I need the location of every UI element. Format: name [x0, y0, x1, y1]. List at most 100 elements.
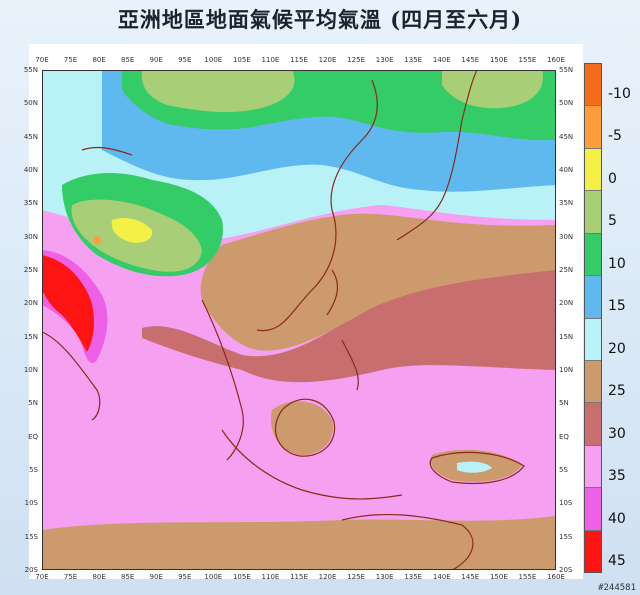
lon-tick-bottom: 130E	[375, 573, 394, 581]
band-0-5-north	[141, 70, 295, 113]
legend-swatch	[585, 488, 601, 531]
lon-tick-top: 130E	[375, 56, 394, 64]
lon-tick-top: 145E	[461, 56, 480, 64]
legend-label: 25	[608, 383, 626, 399]
lon-tick-bottom: 75E	[63, 573, 78, 581]
band-south-brown	[42, 516, 556, 570]
lon-tick-top: 160E	[547, 56, 565, 64]
lat-tick-right: 20N	[559, 299, 574, 308]
lat-tick-right: 5N	[559, 399, 569, 408]
lat-tick-left: 10N	[23, 366, 38, 374]
legend-swatch	[585, 148, 601, 192]
image-id: #244581	[598, 583, 636, 593]
color-legend	[584, 63, 602, 573]
lat-tick-left: 5S	[29, 466, 38, 474]
lat-tick-left: 5N	[28, 399, 38, 408]
india-45	[42, 255, 94, 352]
lon-tick-bottom: 90E	[149, 573, 163, 581]
lat-tick-left: 20N	[23, 299, 38, 308]
lat-tick-left: 15N	[23, 332, 38, 341]
lon-tick-bottom: 145E	[461, 573, 480, 581]
legend-label: 10	[608, 255, 626, 272]
lon-tick-bottom: 125E	[347, 573, 365, 581]
map-title: 亞洲地區地面氣候平均氣溫 (四月至六月)	[117, 7, 523, 32]
lat-tick-left: 10S	[24, 499, 38, 508]
lon-tick-top: 115E	[290, 56, 308, 64]
lat-tick-left: 35N	[23, 199, 38, 208]
lat-tick-right: 5S	[559, 466, 568, 474]
legend-label: 0	[608, 170, 617, 187]
lat-tick-right: EQ	[559, 432, 569, 441]
lat-tick-left: 20S	[24, 566, 38, 574]
legend-label: 20	[608, 340, 626, 357]
lon-tick-bottom: 80E	[92, 573, 106, 581]
legend-label: 15	[608, 298, 626, 314]
lon-tick-top: 135E	[404, 56, 423, 64]
tibet-yellow	[111, 218, 153, 243]
lat-tick-right: 15S	[559, 532, 573, 541]
lon-tick-bottom: 100E	[204, 573, 223, 581]
lon-tick-top: 70E	[35, 56, 49, 64]
legend-swatch	[585, 191, 601, 234]
legend-label: 30	[608, 425, 626, 442]
lat-tick-right: 40N	[559, 166, 574, 174]
lat-tick-right: 45N	[559, 132, 574, 141]
coastlines	[42, 70, 525, 570]
legend-swatch	[585, 445, 601, 489]
lat-tick-right: 10N	[559, 366, 574, 374]
legend-swatch	[585, 403, 601, 446]
lon-tick-top: 85E	[120, 56, 135, 64]
lat-tick-right: 50N	[559, 99, 574, 108]
lat-tick-right: 25N	[559, 266, 574, 274]
lon-tick-bottom: 120E	[318, 573, 337, 581]
lon-tick-top: 150E	[489, 56, 508, 64]
legend-label: -10	[608, 85, 631, 102]
legend-swatch	[585, 233, 601, 277]
lat-tick-right: 20S	[559, 566, 573, 574]
lat-tick-left: 30N	[23, 232, 38, 241]
legend-label: 5	[608, 213, 617, 229]
lon-tick-bottom: 140E	[432, 573, 451, 581]
legend-label: 45	[608, 553, 626, 569]
borneo-brown	[271, 401, 333, 455]
lat-tick-left: 45N	[23, 132, 38, 141]
lat-tick-right: 30N	[559, 232, 574, 241]
lon-tick-bottom: 70E	[35, 573, 49, 581]
newguinea-cyan	[457, 461, 492, 473]
lon-tick-top: 75E	[63, 56, 78, 64]
lon-tick-bottom: 95E	[178, 573, 192, 581]
lon-tick-top: 80E	[92, 56, 106, 64]
lat-tick-left: 50N	[23, 99, 38, 108]
lat-tick-right: 10S	[559, 499, 573, 508]
band-25-30	[142, 265, 556, 383]
legend-label: -5	[608, 128, 622, 144]
legend-swatch	[585, 106, 601, 149]
lon-tick-top: 100E	[204, 56, 223, 64]
lat-tick-right: 55N	[559, 66, 574, 74]
temperature-map	[42, 70, 556, 570]
tibet-orange	[93, 236, 101, 244]
legend-swatch	[585, 64, 601, 107]
lon-tick-bottom: 105E	[232, 573, 251, 581]
lon-tick-top: 95E	[178, 56, 192, 64]
lat-tick-left: 40N	[23, 166, 38, 174]
legend-label: 40	[608, 510, 626, 527]
lat-tick-left: EQ	[28, 432, 38, 441]
lat-tick-right: 35N	[559, 199, 574, 208]
lon-tick-top: 140E	[432, 56, 451, 64]
lon-tick-top: 155E	[518, 56, 537, 64]
legend-swatch	[585, 360, 601, 404]
legend-swatch	[585, 530, 601, 573]
lon-tick-bottom: 155E	[518, 573, 537, 581]
lon-tick-bottom: 110E	[261, 573, 280, 581]
lon-tick-top: 105E	[232, 56, 251, 64]
lat-tick-left: 55N	[23, 66, 38, 74]
lat-tick-right: 15N	[559, 332, 574, 341]
lon-tick-top: 90E	[149, 56, 163, 64]
lat-tick-left: 15S	[24, 532, 38, 541]
lon-tick-bottom: 135E	[404, 573, 423, 581]
legend-swatch	[585, 318, 601, 361]
legend-label: 35	[608, 468, 626, 484]
lon-tick-bottom: 150E	[489, 573, 508, 581]
legend-swatch	[585, 276, 601, 319]
